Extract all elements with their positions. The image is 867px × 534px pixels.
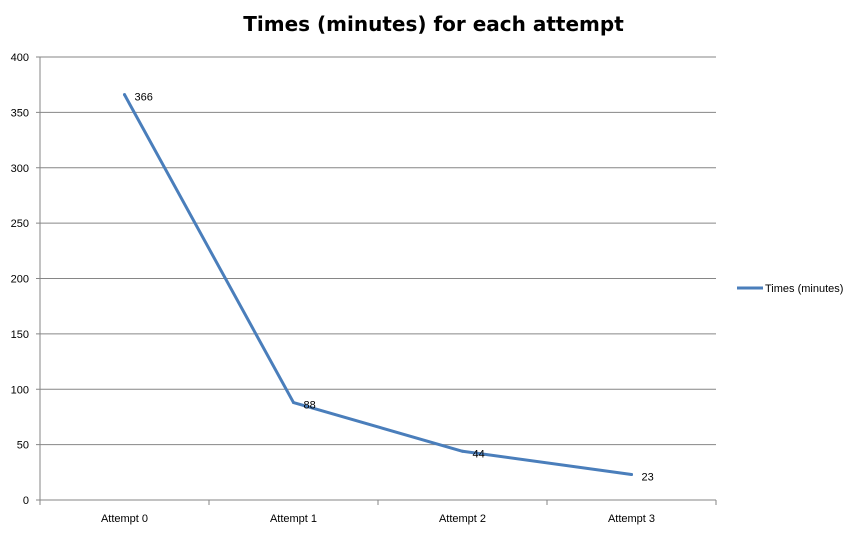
y-tick-label: 150 [11,329,29,341]
y-tick-label: 400 [11,52,29,64]
x-tick-label: Attempt 0 [101,513,148,525]
data-point [630,473,633,477]
x-tick-label: Attempt 2 [439,513,486,525]
data-label: 44 [473,448,485,460]
data-label: 23 [642,472,654,484]
data-point [461,449,464,453]
legend-entry: Times (minutes) [765,283,843,295]
y-tick-label: 300 [11,163,29,175]
data-label: 366 [135,92,153,104]
y-tick-label: 100 [11,384,29,396]
x-tick-label: Attempt 1 [270,513,317,525]
y-tick-label: 50 [17,440,29,452]
y-tick-label: 350 [11,107,29,119]
x-tick-label: Attempt 3 [608,513,655,525]
data-point [123,93,126,97]
chart-title: Times (minutes) for each attempt [243,12,624,36]
y-tick-label: 200 [11,274,29,286]
series-line [123,93,633,477]
data-point [292,401,295,405]
y-tick-label: 250 [11,218,29,230]
data-label: 88 [304,400,316,412]
y-tick-label: 0 [23,495,29,507]
